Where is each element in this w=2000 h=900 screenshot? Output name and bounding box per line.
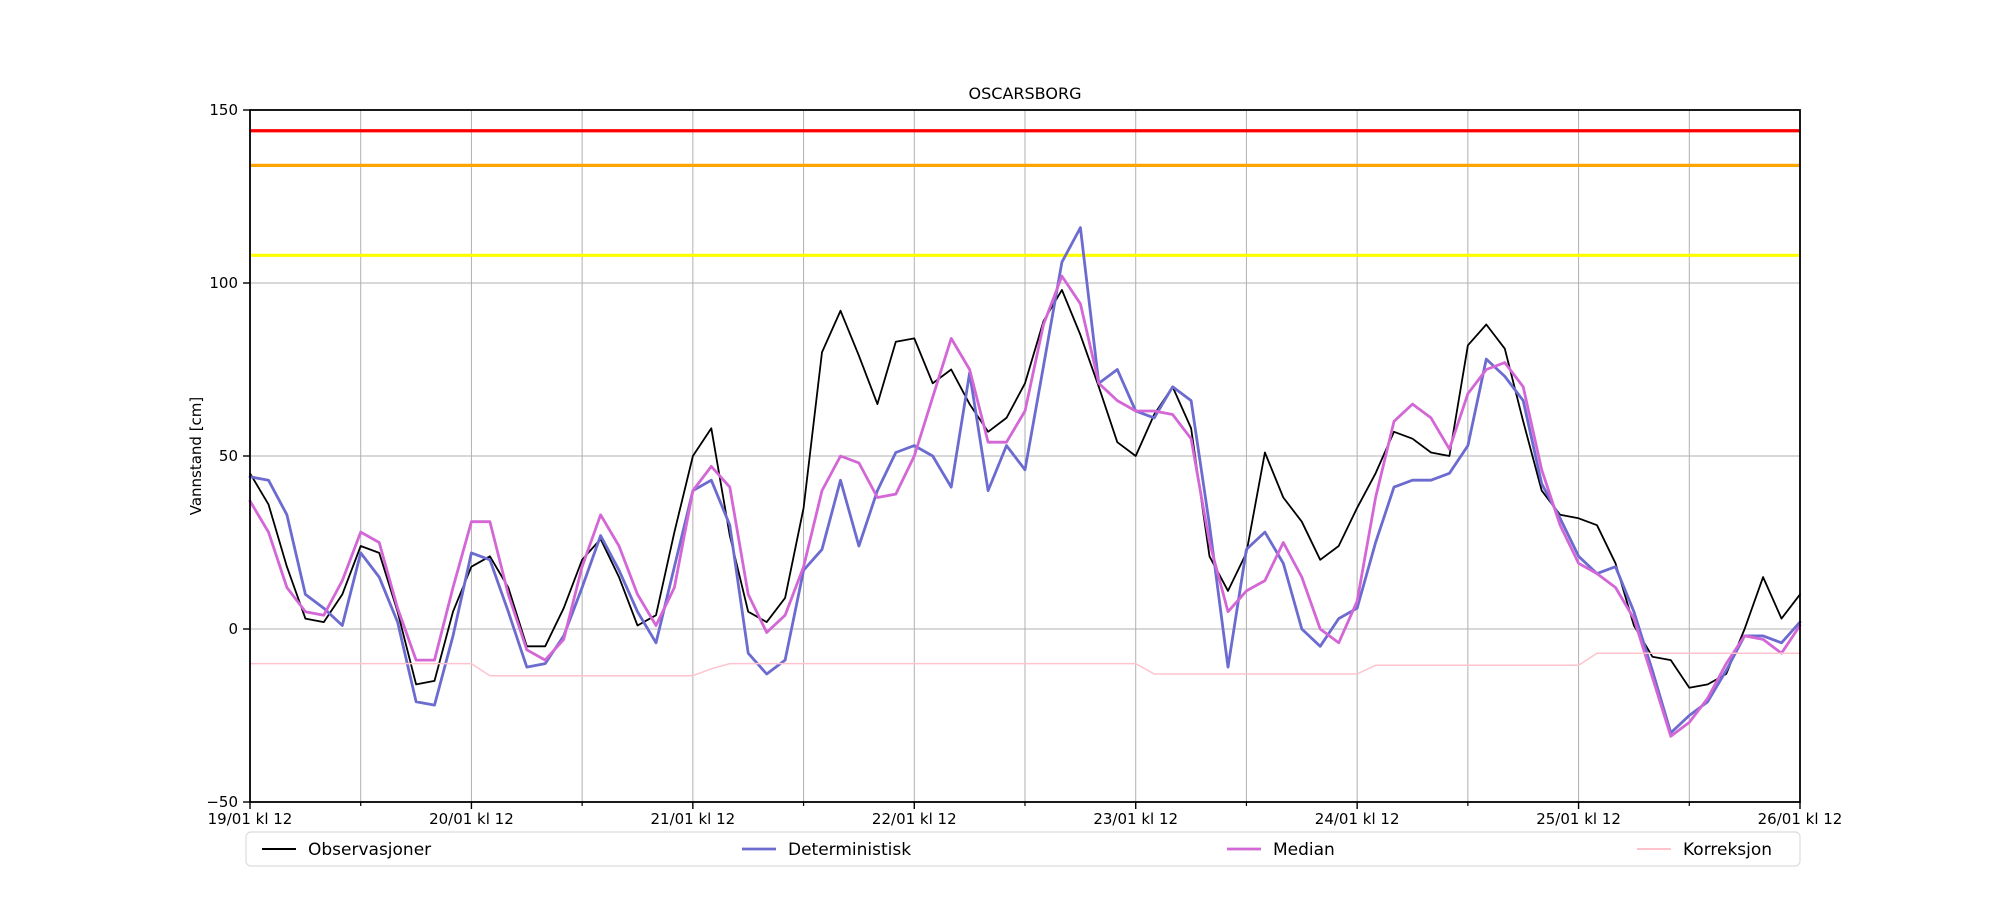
- legend-label-observasjoner: Observasjoner: [308, 840, 431, 860]
- series-line-median: [248, 274, 1802, 738]
- y-tick-label: 150: [209, 101, 238, 119]
- x-tick-label: 24/01 kl 12: [1315, 810, 1400, 828]
- legend-label-korreksjon: Korreksjon: [1683, 840, 1772, 860]
- y-tick-label: −50: [206, 793, 238, 811]
- legend-label-deterministisk: Deterministisk: [788, 840, 911, 860]
- x-tick-label: 19/01 kl 12: [208, 810, 293, 828]
- series-line-deterministisk: [248, 226, 1802, 735]
- x-tick-label: 23/01 kl 12: [1093, 810, 1178, 828]
- y-tick-label: 0: [228, 620, 238, 638]
- x-tick-label: 22/01 kl 12: [872, 810, 957, 828]
- x-tick-label: 21/01 kl 12: [650, 810, 735, 828]
- y-tick-label: 50: [219, 447, 238, 465]
- x-tick-label: 25/01 kl 12: [1536, 810, 1621, 828]
- legend-box: [245, 831, 1801, 867]
- legend-label-median: Median: [1273, 840, 1335, 860]
- series-line-korreksjon: [249, 652, 1801, 677]
- x-tick-label: 26/01 kl 12: [1758, 810, 1843, 828]
- series-line-observasjoner: [249, 288, 1801, 689]
- chart-title: OSCARSBORG: [968, 84, 1082, 103]
- x-tick-label: 20/01 kl 12: [429, 810, 514, 828]
- y-tick-label: 100: [209, 274, 238, 292]
